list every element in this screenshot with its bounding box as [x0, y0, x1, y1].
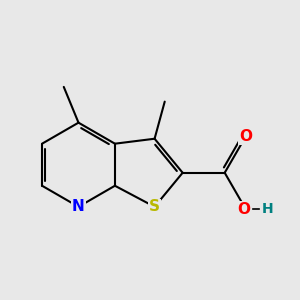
Text: N: N: [72, 199, 85, 214]
Text: S: S: [149, 199, 160, 214]
Text: H: H: [262, 202, 273, 216]
Text: O: O: [239, 129, 252, 144]
Text: O: O: [237, 202, 250, 217]
